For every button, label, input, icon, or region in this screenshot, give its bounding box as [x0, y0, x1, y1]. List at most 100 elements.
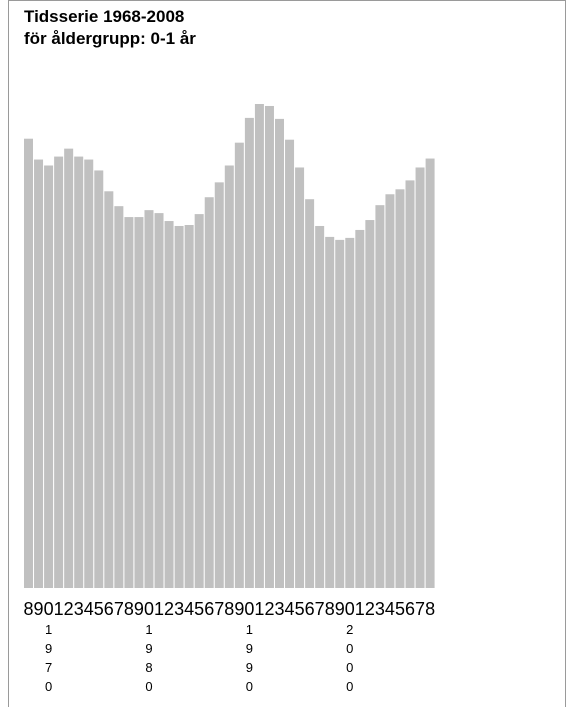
x-tick-label: 5	[194, 599, 204, 619]
bar-1982	[164, 221, 174, 588]
x-tick-label: 0	[345, 599, 355, 619]
bar-2003	[375, 205, 385, 588]
x-tick-label: 7	[214, 599, 224, 619]
bar-1978	[124, 217, 134, 588]
decade-label-digit: 2	[346, 622, 353, 637]
bar-1997	[315, 225, 325, 589]
x-tick-label: 6	[405, 599, 415, 619]
x-tick-label: 8	[224, 599, 234, 619]
x-tick-label: 8	[425, 599, 435, 619]
bar-1969	[34, 159, 44, 589]
decade-label-digit: 1	[145, 622, 152, 637]
bar-1981	[154, 213, 164, 588]
chart-title: Tidsserie 1968-2008 för åldergrupp: 0-1 …	[24, 6, 196, 50]
x-tick-label: 3	[74, 599, 84, 619]
x-tick-label: 6	[104, 599, 114, 619]
x-tick-label: 5	[94, 599, 104, 619]
bar-1994	[285, 139, 295, 588]
decade-label-digit: 0	[45, 679, 52, 694]
bar-1974	[84, 159, 94, 589]
bar-1971	[54, 156, 64, 588]
bar-1975	[94, 170, 104, 588]
decade-label-digit: 8	[145, 660, 152, 675]
bar-1983	[174, 225, 184, 589]
bar-2006	[405, 180, 415, 588]
bar-1989	[234, 142, 244, 588]
decade-label-digit: 0	[346, 679, 353, 694]
chart-title-line1: Tidsserie 1968-2008	[24, 7, 185, 26]
x-tick-label: 6	[204, 599, 214, 619]
x-tick-label: 8	[325, 599, 335, 619]
x-tick-label: 0	[244, 599, 254, 619]
x-tick-label: 9	[34, 599, 44, 619]
x-tick-label: 0	[144, 599, 154, 619]
bar-1972	[64, 148, 74, 588]
x-tick-label: 2	[365, 599, 375, 619]
bar-1999	[335, 239, 345, 588]
x-tick-label: 1	[355, 599, 365, 619]
x-tick-label: 4	[285, 599, 295, 619]
bar-1985	[194, 214, 204, 588]
x-tick-label: 5	[295, 599, 305, 619]
decade-label-digit: 0	[346, 641, 353, 656]
decade-label-digit: 1	[246, 622, 253, 637]
x-tick-label: 7	[315, 599, 325, 619]
bar-1986	[204, 197, 214, 589]
bar-1984	[184, 225, 194, 588]
x-tick-label: 9	[335, 599, 345, 619]
bar-1987	[214, 182, 224, 588]
bar-2008	[425, 158, 435, 589]
bar-1973	[74, 156, 84, 588]
bar-1992	[264, 105, 274, 588]
bar-2002	[365, 220, 375, 589]
bar-1980	[144, 210, 154, 588]
decade-label-digit: 1	[45, 622, 52, 637]
bar-1976	[104, 191, 114, 588]
x-tick-label: 4	[184, 599, 194, 619]
bar-2000	[345, 237, 355, 588]
x-tick-label: 9	[234, 599, 244, 619]
x-tick-label: 7	[114, 599, 124, 619]
x-tick-label: 5	[395, 599, 405, 619]
x-tick-label: 8	[23, 599, 33, 619]
x-tick-label: 1	[254, 599, 264, 619]
x-tick-label: 4	[84, 599, 94, 619]
x-tick-label: 6	[305, 599, 315, 619]
x-tick-label: 3	[274, 599, 284, 619]
bar-1988	[224, 165, 234, 589]
decade-label-digit: 9	[45, 641, 52, 656]
bar-1977	[114, 206, 124, 588]
bar-2005	[395, 189, 405, 589]
bar-1970	[44, 165, 54, 589]
x-tick-label: 1	[154, 599, 164, 619]
bar-1993	[275, 118, 284, 588]
decade-label-digit: 7	[45, 660, 52, 675]
bar-1995	[295, 167, 305, 589]
x-tick-label: 9	[134, 599, 144, 619]
bar-1968	[24, 138, 33, 588]
x-tick-label: 3	[375, 599, 385, 619]
x-tick-label: 2	[64, 599, 74, 619]
x-tick-label: 0	[44, 599, 54, 619]
decade-label-digit: 0	[145, 679, 152, 694]
bar-1979	[134, 217, 144, 588]
bar-2001	[355, 229, 365, 588]
x-tick-label: 1	[54, 599, 64, 619]
bar-1996	[305, 199, 315, 588]
decade-label-digit: 9	[246, 641, 253, 656]
decade-label-digit: 9	[145, 641, 152, 656]
bar-2004	[385, 194, 395, 588]
x-tick-label: 8	[124, 599, 134, 619]
decade-label-digit: 9	[246, 660, 253, 675]
x-tick-label: 2	[164, 599, 174, 619]
bar-2007	[415, 167, 425, 589]
x-tick-label: 4	[385, 599, 395, 619]
decade-label-digit: 0	[246, 679, 253, 694]
decade-label-digit: 0	[346, 660, 353, 675]
bar-1990	[244, 117, 254, 588]
x-tick-label: 7	[415, 599, 425, 619]
bar-1998	[325, 236, 335, 588]
bar-1991	[254, 104, 264, 588]
chart-frame	[8, 0, 566, 707]
